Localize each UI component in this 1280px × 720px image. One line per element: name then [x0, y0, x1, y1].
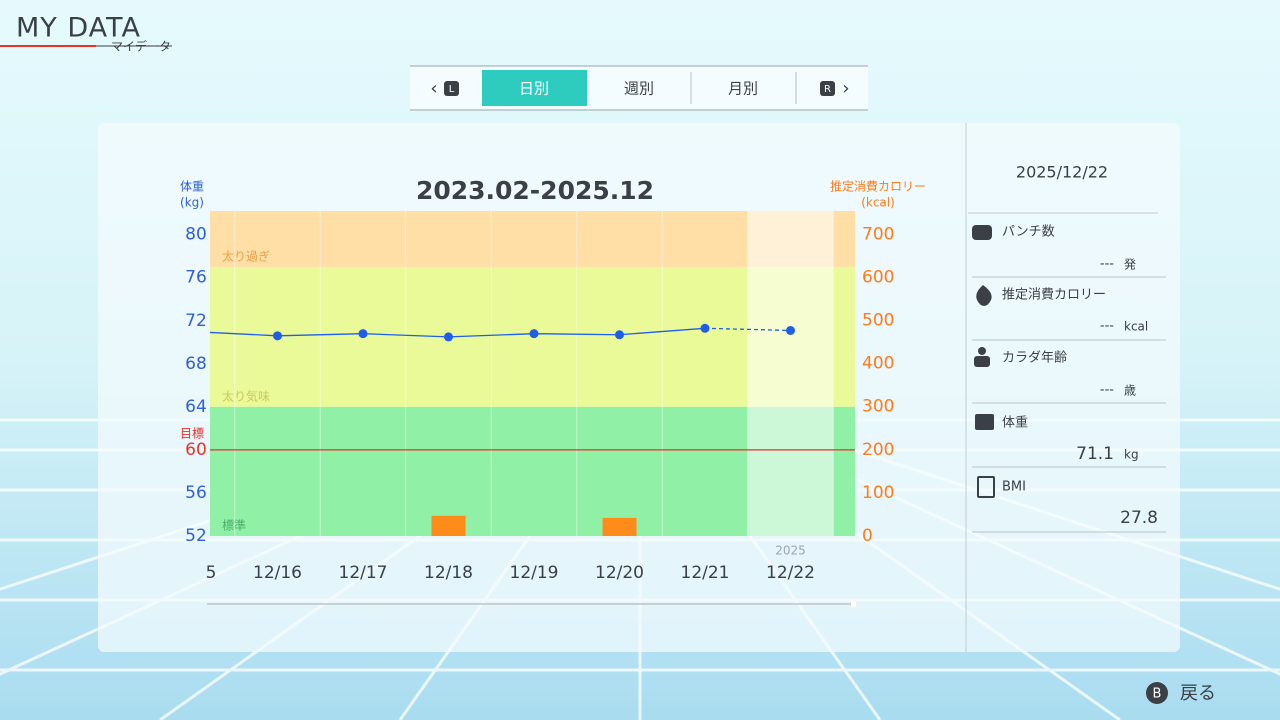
- y2-tick-label: 600: [862, 267, 894, 287]
- y2-axis-label: 推定消費カロリー: [830, 179, 926, 194]
- selected-column: [747, 211, 834, 536]
- stat-unit: 発: [1124, 258, 1136, 272]
- punch-icon: [972, 225, 992, 240]
- point: [444, 332, 453, 342]
- detail-date: 2025/12/22: [1016, 163, 1108, 182]
- y2-tick-label: 300: [862, 397, 894, 417]
- tab[interactable]: 週別: [624, 80, 654, 98]
- bmi-icon: [977, 476, 995, 498]
- y-tick-label: 72: [185, 311, 207, 331]
- line-latest: [704, 327, 791, 332]
- chart-title: 2023.02-2025.12: [416, 176, 654, 205]
- x-tick-label: 12/15: [168, 563, 217, 583]
- x-tick-label: 12/17: [339, 563, 388, 583]
- tab-bar: ‹ L 日別 週別 月別 R ›: [410, 65, 868, 111]
- tab-active-bg: [482, 70, 587, 106]
- point: [273, 331, 282, 341]
- y-axis-label: 体重: [180, 180, 204, 194]
- y-tick-label: 60: [185, 440, 207, 460]
- target-label: 目標: [180, 426, 204, 440]
- y-tick-label: 76: [185, 268, 207, 288]
- side-panel: 2025/12/22: [968, 163, 1158, 498]
- tab-next-arrow[interactable]: ›: [842, 78, 849, 99]
- tab[interactable]: 月別: [728, 80, 758, 98]
- tab[interactable]: 日別: [519, 80, 549, 98]
- zone-label: 標準: [222, 518, 246, 533]
- b-button-icon[interactable]: [1146, 682, 1168, 704]
- zone-band: [210, 406, 855, 536]
- bar: [431, 515, 466, 536]
- b-button-label[interactable]: B: [1153, 687, 1162, 702]
- point: [358, 329, 368, 339]
- scrollbar-thumb[interactable]: [851, 601, 856, 607]
- stat-label: BMI: [1002, 480, 1026, 495]
- body-age-icon: [974, 356, 990, 367]
- stat-unit: kcal: [1124, 320, 1148, 334]
- y2-tick-label: 500: [862, 310, 894, 330]
- point: [786, 325, 795, 335]
- y-tick-label: 64: [185, 397, 207, 417]
- y2-tick-label: 100: [862, 483, 894, 503]
- l-button-label[interactable]: L: [449, 84, 455, 95]
- stat-label: 推定消費カロリー: [1002, 288, 1106, 303]
- point: [529, 329, 539, 339]
- zone-label: 太り過ぎ: [222, 248, 270, 263]
- x-axis: 12/15 12/16 12/17 12/18 12/19 12/20 12/21 12/22: [168, 563, 815, 583]
- point: [700, 323, 710, 333]
- chart: 2023.02-2025.12 体重 (kg) 推定消費カロリー (kcal) …: [168, 176, 926, 607]
- y2-tick-label: 0: [862, 526, 873, 546]
- zone-band: [210, 211, 855, 267]
- stat-label: パンチ数: [1002, 225, 1055, 240]
- x-tick-label: 12/21: [681, 563, 730, 583]
- weight-icon: [975, 414, 994, 430]
- y2-tick-label: 200: [862, 440, 894, 460]
- x-tick-label: 12/20: [595, 563, 644, 583]
- r-button-label[interactable]: R: [824, 84, 831, 95]
- stat-value: ---: [1100, 257, 1114, 272]
- stat-label: カラダ年齢: [1002, 351, 1067, 366]
- stat-value: ---: [1100, 319, 1114, 334]
- page-subtitle: マイデータ: [111, 39, 171, 54]
- zone-label: 太り気味: [222, 388, 270, 403]
- y-tick-label: 52: [185, 526, 207, 546]
- stat-value: ---: [1100, 383, 1114, 398]
- stat-value: 27.8: [1120, 508, 1158, 528]
- x-tick-label: 12/16: [253, 563, 302, 583]
- y-axis-label: (kg): [180, 196, 204, 210]
- y-tick-label: 80: [185, 225, 207, 245]
- y2-tick-label: 700: [862, 224, 894, 244]
- y2-axis-label: (kcal): [861, 196, 895, 210]
- r-button-icon[interactable]: [820, 81, 835, 96]
- x-tick-label: 12/19: [510, 563, 559, 583]
- page-title: MY DATA: [16, 13, 141, 44]
- y2-tick-label: 400: [862, 354, 894, 374]
- stat-unit: 歳: [1124, 384, 1136, 398]
- point: [615, 330, 624, 340]
- bar: [602, 517, 637, 536]
- body-age-icon: [978, 347, 986, 355]
- x-tick-label: 12/18: [424, 563, 473, 583]
- stat-value: 71.1: [1076, 444, 1114, 464]
- stat-label: 体重: [1002, 415, 1028, 431]
- tab-prev-arrow[interactable]: ‹: [430, 78, 437, 99]
- back-label[interactable]: 戻る: [1180, 683, 1216, 704]
- x-tick-label: 12/22: [766, 563, 815, 583]
- year-label: 2025: [775, 544, 806, 558]
- stat-unit: kg: [1124, 448, 1139, 462]
- l-button-icon[interactable]: [444, 81, 459, 96]
- calorie-icon: [976, 285, 992, 306]
- y-tick-label: 68: [185, 354, 207, 374]
- y-tick-label: 56: [185, 483, 207, 503]
